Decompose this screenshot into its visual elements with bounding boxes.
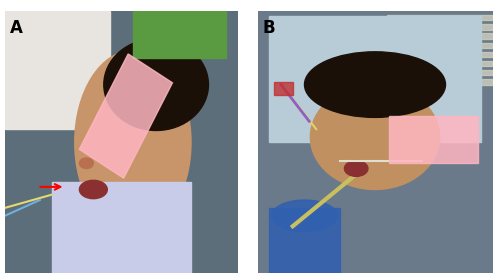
Ellipse shape <box>310 85 440 189</box>
Bar <box>269 16 481 142</box>
Ellipse shape <box>272 200 338 232</box>
Ellipse shape <box>104 39 208 131</box>
Ellipse shape <box>328 90 422 169</box>
Bar <box>387 61 492 66</box>
Bar <box>5 11 110 129</box>
Bar <box>274 82 293 95</box>
Bar <box>387 70 492 75</box>
Ellipse shape <box>304 52 446 117</box>
Text: B: B <box>262 19 275 37</box>
Bar <box>269 208 340 273</box>
Text: A: A <box>10 19 22 37</box>
Ellipse shape <box>80 180 108 199</box>
Bar <box>387 24 492 30</box>
Bar <box>133 11 226 58</box>
Bar <box>52 182 191 273</box>
Bar <box>387 43 492 48</box>
Ellipse shape <box>344 161 368 176</box>
Bar <box>387 33 492 39</box>
Ellipse shape <box>80 158 94 169</box>
Bar <box>80 54 172 178</box>
Bar <box>387 15 492 20</box>
Ellipse shape <box>75 50 191 234</box>
Bar <box>387 79 492 85</box>
Bar <box>387 52 492 57</box>
Bar <box>389 116 478 163</box>
